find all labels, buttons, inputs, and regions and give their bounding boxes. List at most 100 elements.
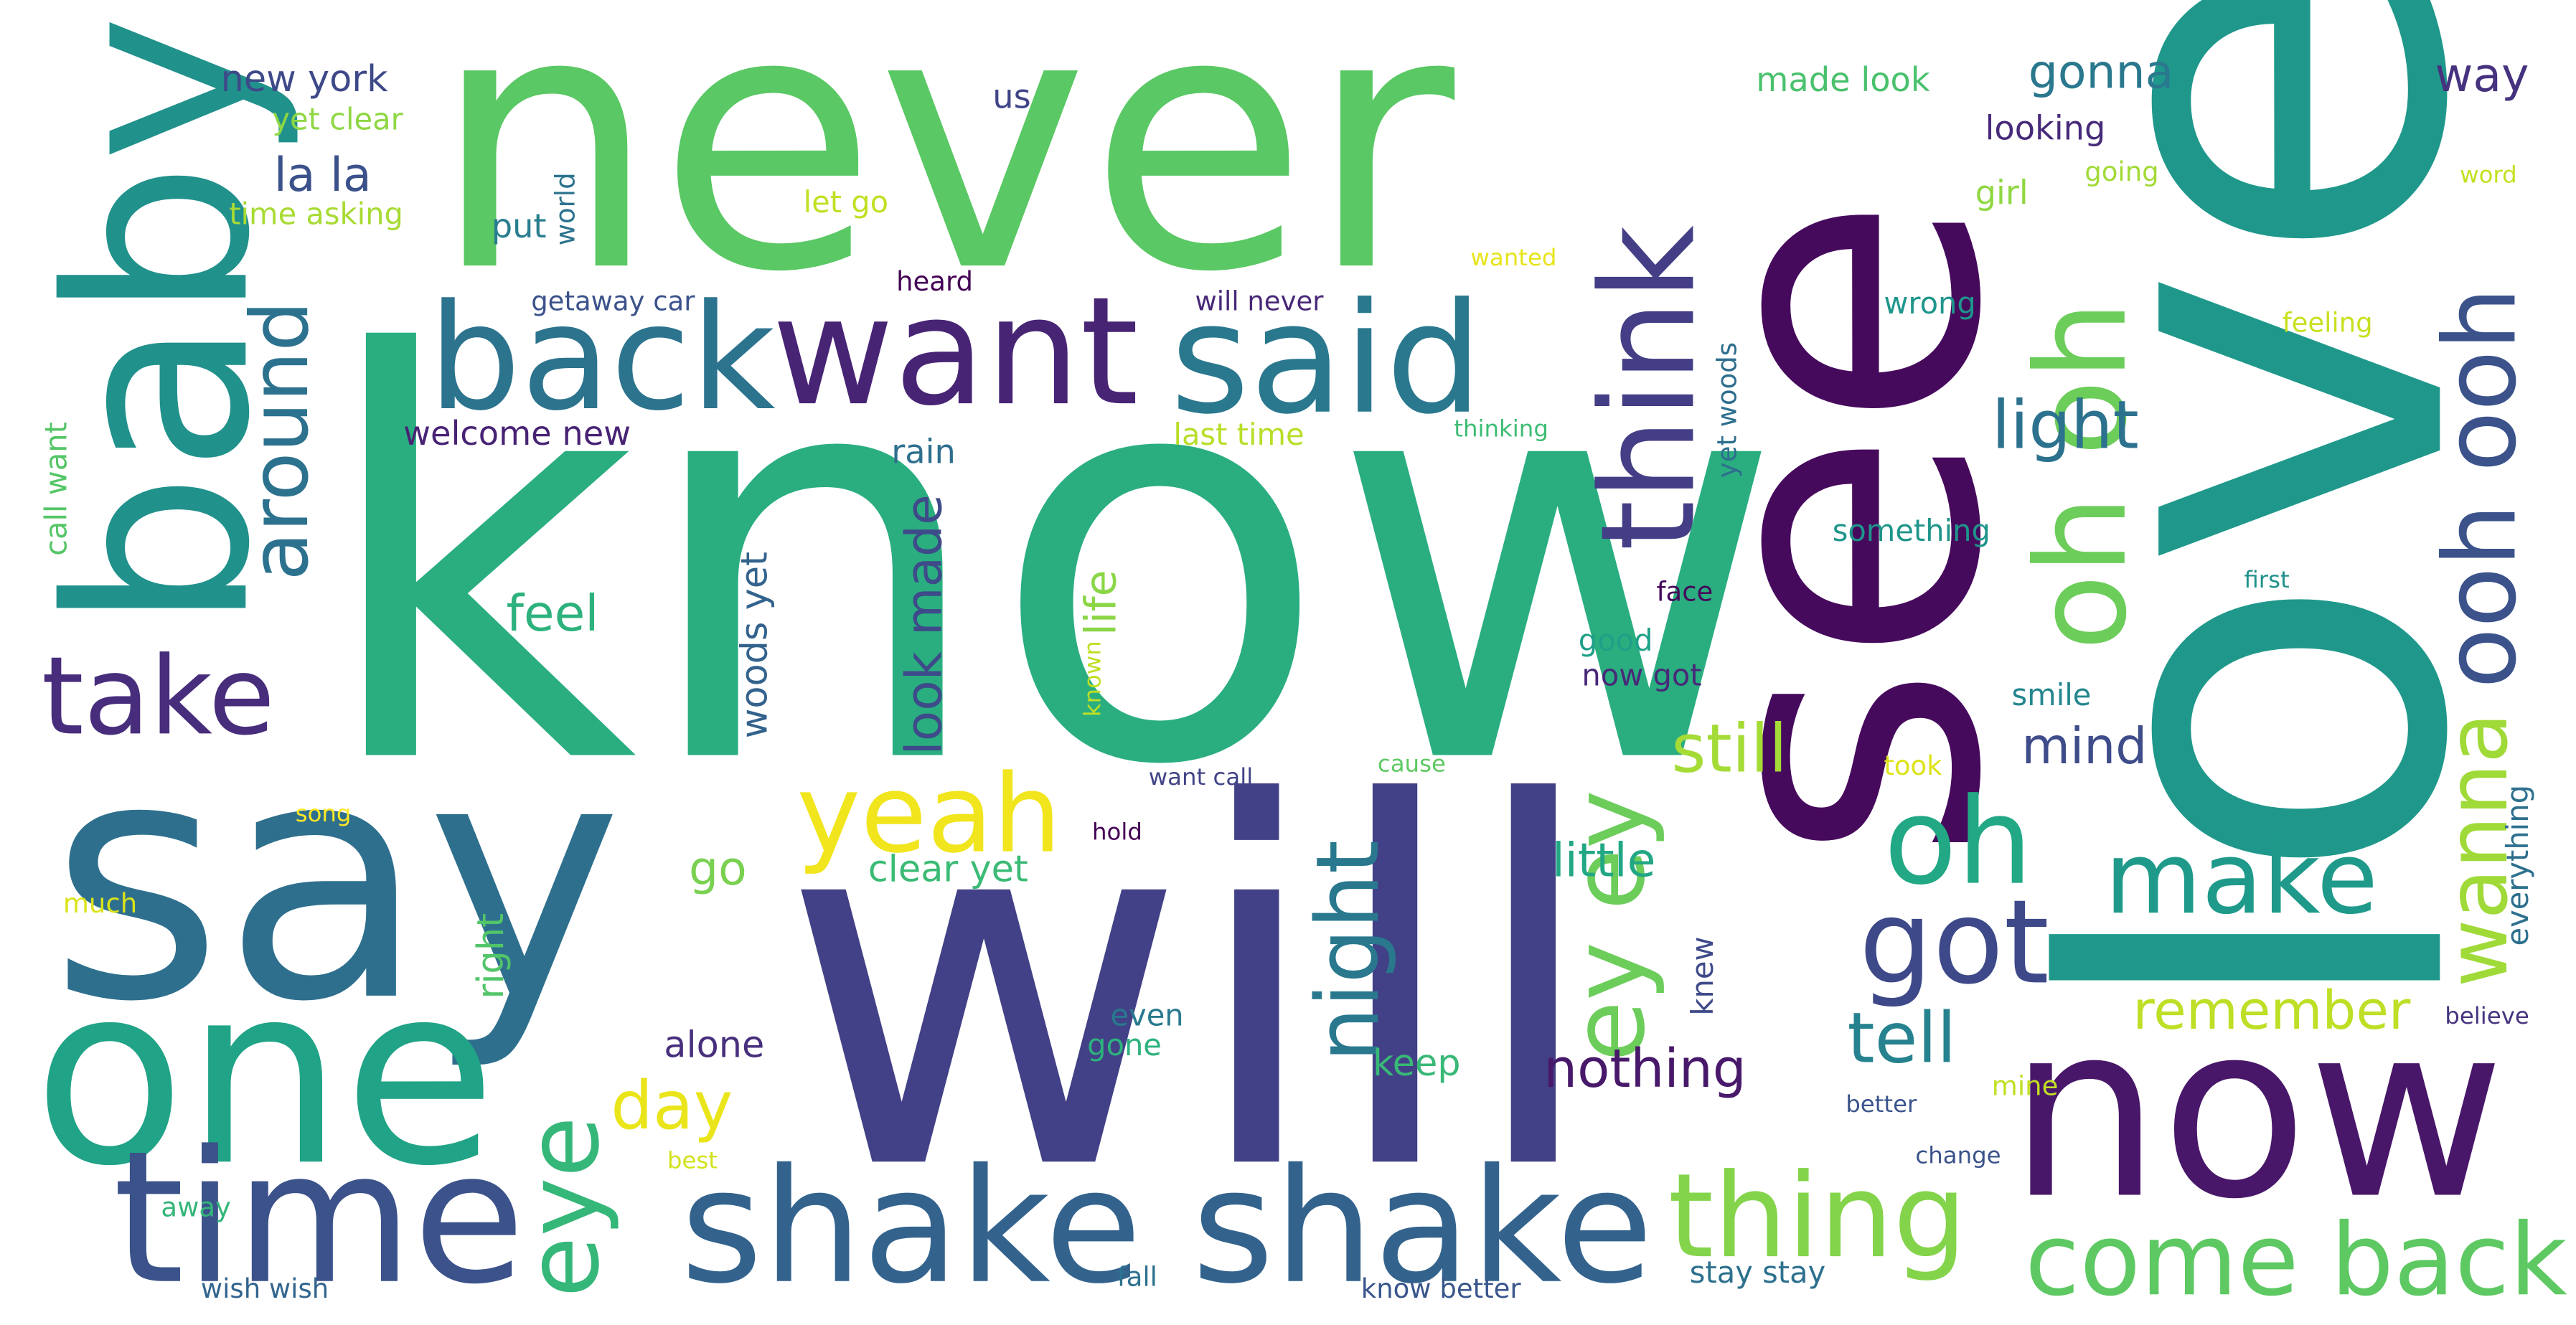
word-good: good (1579, 623, 1653, 658)
word-let-go: let go (804, 184, 889, 220)
word-shake-shake: shake shake (680, 1135, 1653, 1319)
word-day: day (611, 1067, 733, 1144)
word-away: away (161, 1192, 231, 1223)
word-tell: tell (1848, 997, 1957, 1078)
word-call-want: call want (39, 422, 74, 556)
word-got: got (1859, 875, 2049, 1010)
word-feel: feel (507, 585, 599, 643)
word-best: best (667, 1147, 718, 1174)
word-cause: cause (1378, 750, 1446, 778)
word-make: make (2105, 820, 2378, 936)
word-world: world (550, 172, 580, 245)
word-heard: heard (896, 266, 973, 297)
word-looking: looking (1985, 108, 2106, 147)
word-say: say (50, 689, 622, 1075)
word-known: known (1079, 641, 1106, 717)
word-one: one (33, 930, 497, 1220)
word-word: word (2460, 161, 2517, 188)
word-thing: thing (1668, 1149, 1967, 1284)
word-eye: eye (505, 1116, 621, 1298)
word-girl: girl (1975, 174, 2029, 212)
word-right: right (470, 913, 512, 999)
word-welcome-new: welcome new (403, 414, 631, 453)
word-love: love (1962, 0, 2562, 1029)
word-ooh-ooh: ooh ooh (2422, 287, 2538, 689)
word-nothing: nothing (1543, 1038, 1747, 1100)
word-thinking: thinking (1454, 415, 1548, 442)
word-last-time: last time (1173, 417, 1304, 452)
word-wish-wish: wish wish (201, 1273, 329, 1304)
word-wrong: wrong (1884, 286, 1975, 321)
word-way: way (2435, 49, 2529, 103)
word-gone: gone (1087, 1027, 1162, 1062)
word-little: little (1552, 834, 1656, 887)
word-change: change (1915, 1142, 2001, 1169)
word-yet-woods: yet woods (1712, 342, 1743, 478)
word-even: even (1111, 998, 1184, 1033)
word-oh-oh: oh oh (2009, 301, 2154, 650)
word-will-never: will never (1195, 286, 1325, 317)
word-fall: fall (1117, 1262, 1157, 1293)
word-us: us (992, 77, 1030, 115)
word-woods-yet: woods yet (734, 552, 776, 738)
word-something: something (1833, 513, 1990, 548)
word-want-call: want call (1149, 763, 1254, 791)
word-back: back (428, 273, 776, 443)
word-time-asking: time asking (229, 196, 403, 231)
word-yet-clear: yet clear (272, 101, 403, 136)
word-time: time (113, 1112, 525, 1324)
word-alone: alone (664, 1024, 764, 1067)
word-take: take (42, 633, 275, 759)
word-everything: everything (2500, 785, 2535, 946)
word-think: think (1573, 225, 1724, 551)
word-see: see (1622, 194, 2066, 863)
word-gonna: gonna (2029, 46, 2174, 100)
word-baby: baby (14, 14, 304, 631)
word-wanna: wanna (2430, 712, 2526, 987)
word-put: put (492, 207, 547, 245)
word-hold: hold (1092, 819, 1142, 846)
word-go: go (689, 842, 747, 896)
word-never: never (431, 0, 1458, 350)
word-feeling: feeling (2283, 308, 2373, 339)
word-going: going (2084, 156, 2158, 187)
word-still: still (1671, 710, 1787, 788)
word-smile: smile (2012, 677, 2092, 712)
word-keep: keep (1373, 1042, 1461, 1085)
word-now-got: now got (1581, 657, 1701, 692)
word-made-look: made look (1756, 60, 1930, 99)
word-want: want (772, 265, 1139, 439)
word-believe: believe (2445, 1002, 2529, 1029)
word-ey-ey: ey ey (1551, 790, 1667, 1062)
word-around: around (234, 301, 326, 580)
word-will: will (780, 699, 1602, 1279)
word-took: took (1884, 750, 1942, 781)
word-yeah: yeah (796, 752, 1061, 877)
word-light: light (1992, 387, 2139, 464)
word-new-york: new york (221, 58, 389, 100)
word-said: said (1170, 270, 1482, 448)
word-song: song (296, 800, 352, 827)
word-face: face (1657, 576, 1714, 607)
word-mine: mine (1992, 1071, 2059, 1102)
word-look-made: look made (896, 494, 954, 755)
word-remember: remember (2133, 980, 2411, 1042)
word-come-back: come back (2025, 1202, 2567, 1318)
word-know: know (316, 240, 1785, 887)
word-night: night (1298, 840, 1399, 1062)
word-life: life (1076, 570, 1126, 636)
word-clear-yet: clear yet (868, 848, 1028, 890)
word-knew: knew (1685, 937, 1720, 1016)
word-stay-stay: stay stay (1690, 1255, 1825, 1290)
word-la-la: la la (274, 148, 372, 202)
word-now: now (2008, 973, 2505, 1253)
word-first: first (2244, 566, 2289, 593)
word-wanted: wanted (1470, 244, 1556, 271)
word-much: much (63, 888, 137, 919)
word-better: better (1846, 1090, 1917, 1118)
word-getaway-car: getaway car (531, 286, 695, 317)
word-know-better: know better (1361, 1273, 1522, 1304)
